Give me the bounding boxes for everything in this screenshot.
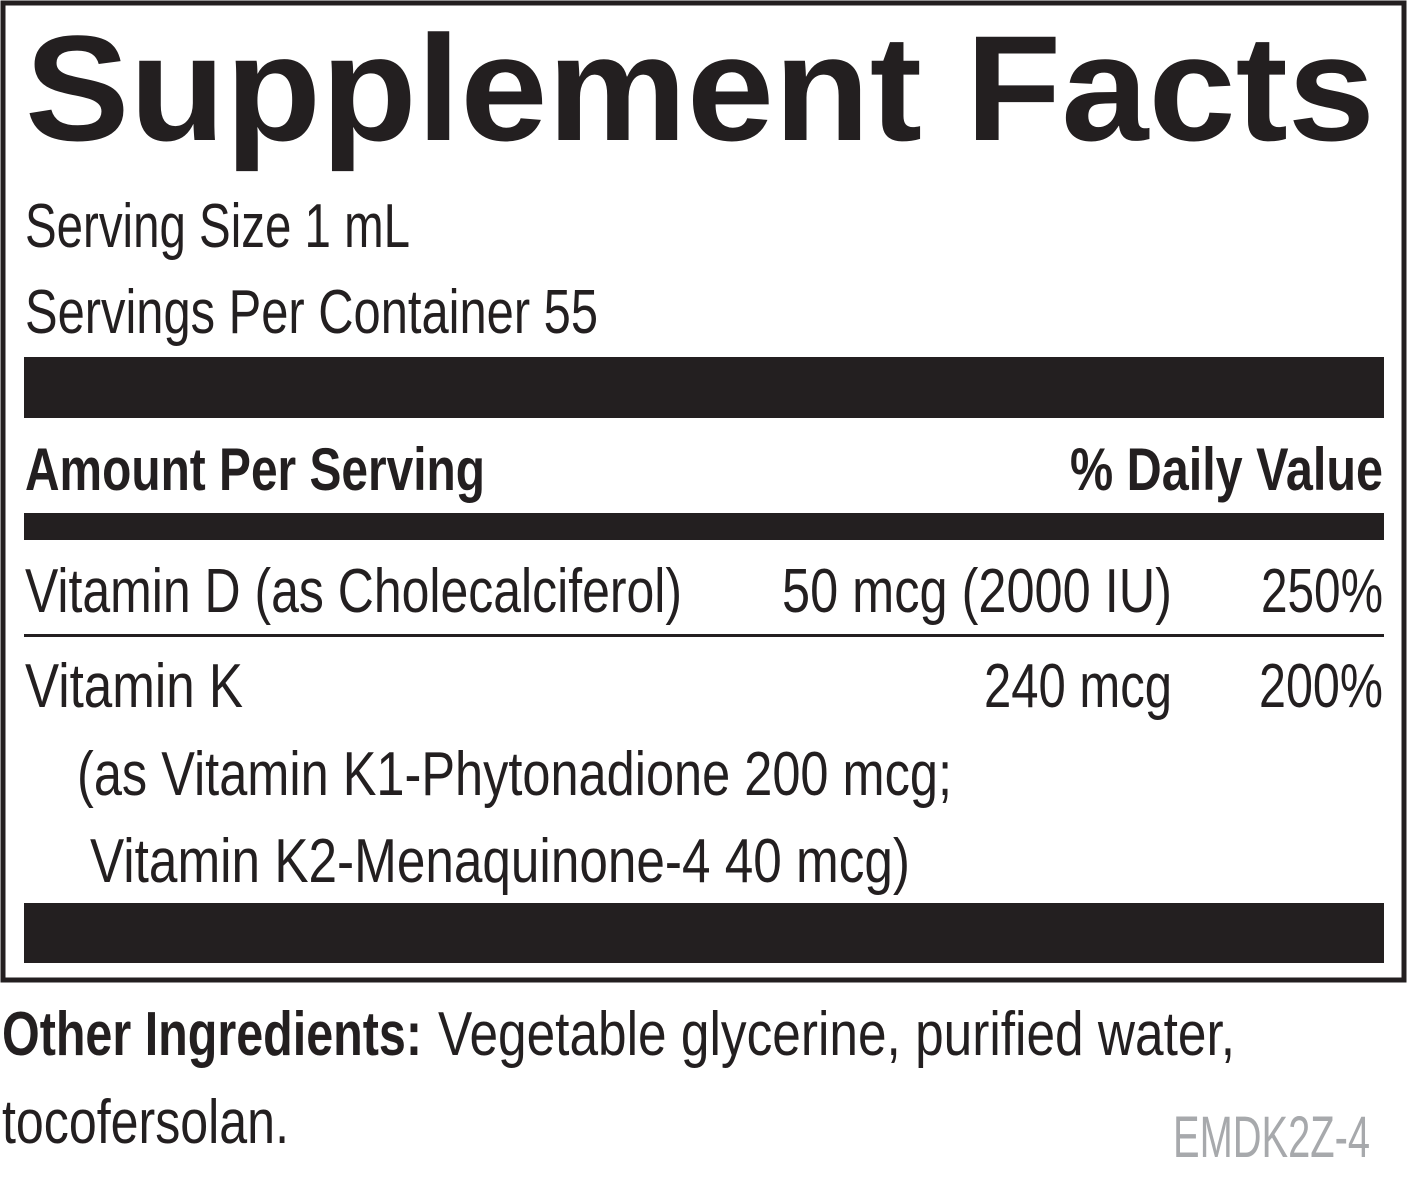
nutrient-name: Vitamin D (as Cholecalciferol) — [25, 557, 682, 626]
other-ingredients-text: Vegetable glycerine, purified water, — [438, 1000, 1235, 1069]
nutrient-daily-value: 200% — [1259, 652, 1383, 721]
nutrient-amount: 240 mcg — [984, 652, 1172, 721]
other-ingredients-label: Other Ingredients: — [2, 1000, 422, 1069]
thick-rule — [24, 903, 1384, 963]
thin-rule — [24, 634, 1384, 637]
nutrient-note: Vitamin K2-Menaquinone-4 40 mcg) — [90, 827, 910, 896]
nutrient-daily-value: 250% — [1261, 557, 1383, 626]
header-daily-value: % Daily Value — [1070, 436, 1383, 503]
label-border — [0, 0, 1407, 983]
nutrient-name: Vitamin K — [25, 652, 243, 721]
product-code: EMDK2Z-4 — [1173, 1105, 1370, 1170]
nutrient-note: (as Vitamin K1-Phytonadione 200 mcg; — [77, 740, 952, 809]
serving-size: Serving Size 1 mL — [25, 192, 410, 261]
title: Supplement Facts — [25, 4, 1375, 172]
thick-rule — [24, 357, 1384, 418]
nutrient-amount: 50 mcg (2000 IU) — [782, 557, 1172, 626]
other-ingredients-text: tocofersolan. — [2, 1088, 289, 1157]
servings-per-container: Servings Per Container 55 — [25, 278, 598, 347]
header-amount: Amount Per Serving — [25, 436, 485, 503]
medium-rule — [24, 513, 1384, 540]
